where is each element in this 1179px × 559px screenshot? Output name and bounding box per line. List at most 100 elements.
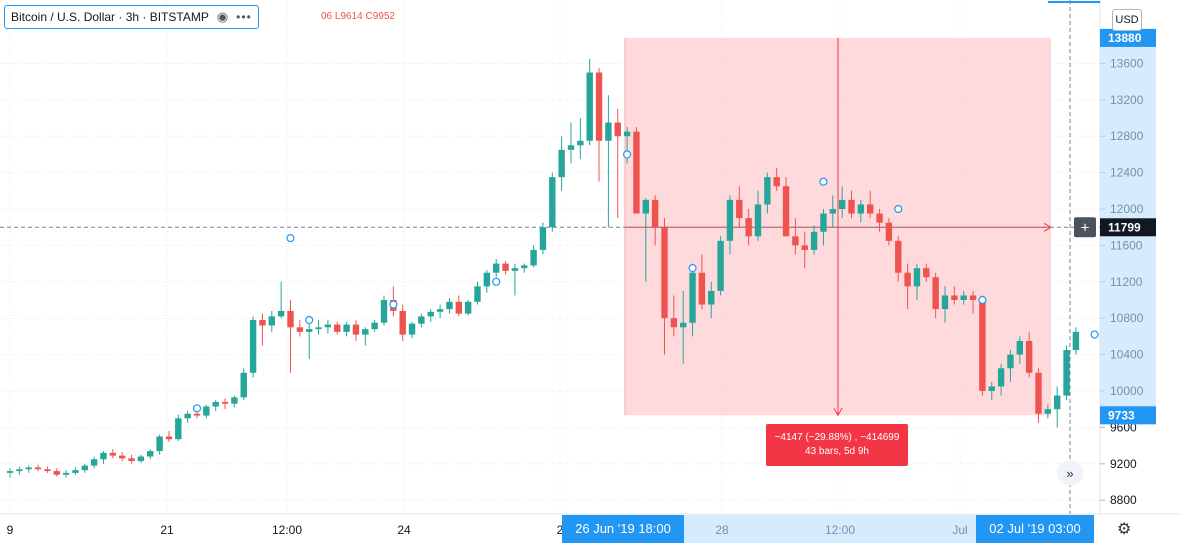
time-label-end: 02 Jul '19 03:00 — [989, 521, 1080, 536]
candle-body — [801, 245, 808, 250]
candle-body — [212, 401, 219, 407]
price-label-current-bg — [1100, 218, 1156, 237]
time-label-end-bg — [976, 515, 1094, 543]
currency-button[interactable]: USD — [1112, 9, 1142, 31]
candle — [380, 295, 388, 326]
candle — [651, 195, 659, 246]
candle-body — [895, 240, 902, 273]
price-label-bottom-bg — [1100, 406, 1156, 425]
candle — [408, 321, 416, 339]
candle-body — [979, 300, 986, 391]
candle — [137, 454, 145, 463]
candle-body — [623, 131, 631, 137]
candle — [446, 298, 453, 314]
candle-body — [913, 268, 921, 287]
candle — [539, 222, 547, 255]
candle — [109, 449, 117, 459]
candle — [745, 209, 752, 246]
candle — [726, 195, 734, 255]
more-icon[interactable]: ••• — [236, 10, 252, 24]
candle — [960, 290, 967, 305]
candle-body — [81, 465, 88, 471]
candle-body — [343, 324, 350, 332]
candle — [277, 281, 285, 319]
candle — [661, 218, 668, 355]
candle — [577, 118, 584, 159]
candle — [773, 168, 780, 191]
candle-body — [680, 322, 687, 328]
candle — [605, 95, 612, 228]
candle-body — [754, 204, 762, 237]
candle-body — [119, 455, 126, 459]
scroll-to-latest-icon[interactable]: » — [1057, 460, 1083, 486]
candle-body — [923, 268, 930, 278]
candle — [633, 127, 640, 214]
candle-body — [1063, 350, 1070, 396]
price-label-current: 11799 — [1108, 220, 1141, 234]
candle — [1025, 331, 1033, 378]
candle — [306, 322, 313, 360]
candle-body — [334, 324, 341, 332]
measure-tooltip: −4147 (−29.88%) , −414699 43 bars, 5d 9h — [766, 424, 908, 466]
candle — [296, 320, 304, 337]
candle-body — [988, 386, 995, 391]
candle — [16, 466, 23, 475]
event-marker — [688, 264, 697, 273]
candle-body — [6, 471, 14, 473]
candle-body — [782, 186, 790, 237]
candle — [474, 281, 481, 305]
candle-body — [595, 72, 603, 141]
candle — [455, 295, 462, 317]
eye-icon[interactable]: ◉ — [216, 9, 229, 24]
candle — [493, 259, 500, 278]
candle-body — [455, 301, 462, 314]
candle — [904, 263, 911, 310]
candle — [764, 172, 771, 214]
candle — [362, 327, 369, 346]
event-marker — [305, 315, 314, 325]
candle-body — [904, 272, 911, 287]
candle — [1016, 336, 1023, 364]
ohlc-values: 06 L9614 C9952 — [321, 11, 395, 22]
candle-body — [362, 329, 369, 335]
candle-body — [549, 177, 556, 228]
gear-icon[interactable]: ⚙ — [1117, 521, 1132, 538]
candle-body — [764, 177, 771, 205]
candle-body — [1007, 354, 1014, 369]
candle — [567, 122, 575, 164]
candle — [371, 320, 378, 332]
candle — [913, 263, 921, 300]
candle-body — [829, 209, 836, 214]
candle — [352, 320, 360, 341]
candle-body — [689, 272, 696, 323]
candle — [801, 231, 808, 269]
candle-body — [726, 199, 734, 241]
candle-body — [642, 199, 649, 214]
candle-body — [306, 329, 313, 332]
symbol-legend[interactable]: Bitcoin / U.S. Dollar · 3h · BITSTAMP ◉ … — [4, 5, 259, 29]
candle-body — [605, 122, 612, 141]
candle — [221, 398, 229, 410]
candle-body — [128, 458, 135, 462]
event-marker — [819, 177, 828, 186]
candle — [81, 463, 88, 473]
candle — [829, 195, 836, 228]
candle — [418, 313, 425, 328]
candle — [324, 320, 332, 334]
candle-body — [315, 327, 322, 330]
candle — [53, 468, 60, 477]
candle-body — [259, 320, 266, 326]
price-label-bottom: 9733 — [1108, 408, 1135, 422]
candle — [1063, 345, 1070, 401]
measure-bars: 43 bars, 5d 9h — [805, 446, 869, 457]
candle-body — [296, 327, 304, 332]
event-marker — [894, 204, 903, 214]
candle — [100, 451, 107, 464]
candle — [530, 245, 537, 268]
candle — [6, 468, 14, 478]
candle — [165, 431, 173, 442]
candle-body — [651, 199, 659, 228]
candle-body — [287, 310, 294, 328]
candle-body — [16, 469, 23, 472]
